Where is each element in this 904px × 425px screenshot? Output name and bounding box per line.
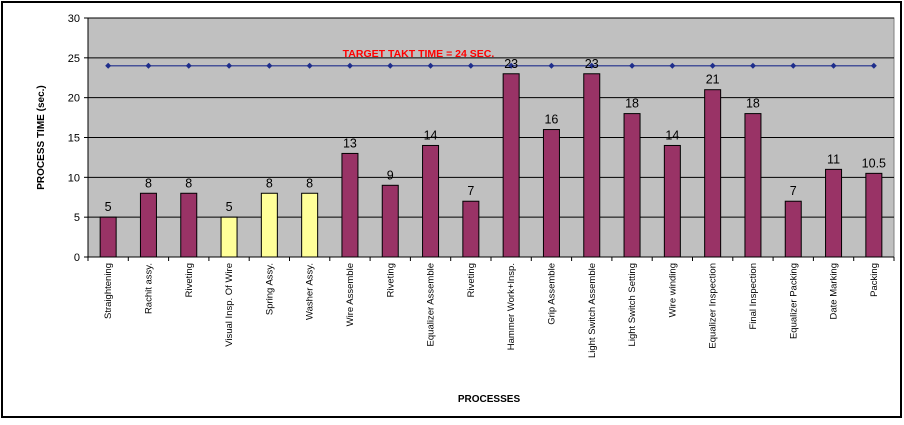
- target-marker: [387, 62, 394, 69]
- target-marker: [346, 62, 353, 69]
- x-tick-label: Spring Assy.: [264, 263, 275, 315]
- x-tick-label: Equalizer Inspection: [708, 263, 719, 349]
- bar: [704, 89, 722, 258]
- target-marker: [548, 62, 555, 69]
- data-labels: 5 8 8 5 8 8 13 9 14 7 23 16 23 18 14 21 18 7 11 10.5: [105, 57, 886, 214]
- x-tick-label: Light Switch Assemble: [587, 263, 598, 358]
- target-marker: [508, 62, 515, 69]
- data-label: 16: [544, 113, 558, 127]
- target-marker: [790, 62, 797, 69]
- data-label: 8: [145, 176, 152, 190]
- data-label: 9: [387, 168, 394, 182]
- y-tick-label: 10: [68, 172, 80, 184]
- x-tick-label: Riveting: [184, 263, 195, 297]
- bar: [139, 192, 157, 258]
- target-marker: [185, 62, 192, 69]
- x-tick-label: Riveting: [385, 263, 396, 297]
- data-label: 5: [226, 200, 233, 214]
- bar: [784, 200, 802, 258]
- x-tick-label: Wire Assemble: [345, 263, 356, 326]
- bar: [220, 216, 238, 258]
- x-tick-label: Rachit assy.: [143, 263, 154, 314]
- y-tick-label: 30: [68, 13, 80, 25]
- bar: [865, 172, 883, 258]
- bar: [623, 113, 641, 258]
- x-axis-label: PROCESSES: [458, 394, 521, 405]
- y-axis-ticks: 0 5 10 15 20 25 30: [68, 13, 89, 264]
- target-marker: [427, 62, 434, 69]
- bar: [381, 184, 399, 258]
- target-marker: [749, 62, 756, 69]
- x-axis-ticks: Straightening Rachit assy. Riveting Visual …: [87, 256, 895, 358]
- bar: [260, 192, 278, 258]
- bar: [422, 144, 440, 258]
- y-tick-label: 0: [74, 252, 80, 264]
- bar: [462, 200, 480, 258]
- x-tick-label: Wire winding: [667, 263, 678, 317]
- bars: [99, 73, 883, 258]
- x-tick-label: Hammer Work+Insp.: [506, 263, 517, 350]
- x-tick-label: Date Marking: [829, 263, 840, 320]
- x-tick-label: Grip Assemble: [546, 263, 557, 325]
- data-label: 18: [625, 97, 639, 111]
- y-tick-label: 20: [68, 93, 80, 105]
- x-tick-label: Final Inspection: [748, 263, 759, 330]
- data-label: 23: [504, 57, 518, 71]
- data-label: 18: [746, 97, 760, 111]
- data-label: 11: [827, 152, 840, 166]
- data-label: 8: [266, 176, 273, 190]
- data-label: 23: [585, 57, 599, 71]
- data-label: 7: [790, 184, 797, 198]
- bar: [542, 129, 560, 258]
- target-marker: [306, 62, 313, 69]
- data-label: 14: [665, 128, 679, 142]
- x-tick-label: Washer Assy.: [305, 263, 316, 320]
- x-tick-label: Equalizer Assemble: [426, 263, 437, 346]
- y-tick-label: 15: [68, 133, 80, 145]
- y-tick-label: 5: [74, 212, 80, 224]
- target-marker: [709, 62, 716, 69]
- target-label: TARGET TAKT TIME = 24 SEC.: [343, 48, 495, 60]
- bar: [341, 152, 359, 258]
- bar: [825, 168, 843, 258]
- data-label: 21: [706, 73, 720, 87]
- x-tick-label: Packing: [869, 263, 880, 297]
- target-marker: [669, 62, 676, 69]
- data-label: 5: [105, 200, 112, 214]
- bar: [99, 216, 117, 258]
- target-marker: [830, 62, 837, 69]
- bar: [301, 192, 319, 258]
- y-tick-label: 25: [68, 53, 80, 65]
- target-marker: [226, 62, 233, 69]
- x-tick-label: Riveting: [466, 263, 477, 297]
- bar: [583, 73, 601, 258]
- x-tick-label: Equalizer Packing: [788, 263, 799, 339]
- target-marker: [467, 62, 474, 69]
- target-marker: [105, 62, 112, 69]
- target-marker: [629, 62, 636, 69]
- bar: [663, 144, 681, 258]
- data-label: 8: [185, 176, 192, 190]
- y-axis-label: PROCESS TIME (sec.): [36, 85, 47, 189]
- bar: [180, 192, 198, 258]
- target-line-group: [105, 62, 877, 69]
- bar: [502, 73, 520, 258]
- data-label: 14: [424, 128, 438, 142]
- target-marker: [145, 62, 152, 69]
- x-tick-label: Straightening: [103, 263, 114, 319]
- target-marker: [266, 62, 273, 69]
- x-tick-label: Visual Insp. Of Wire: [224, 263, 235, 347]
- target-marker: [870, 62, 877, 69]
- data-label: 8: [306, 176, 313, 190]
- target-marker: [588, 62, 595, 69]
- bar: [744, 113, 762, 258]
- x-tick-label: Light Switch Setting: [627, 263, 638, 346]
- data-label: 13: [343, 136, 357, 150]
- data-label: 10.5: [862, 156, 886, 170]
- data-label: 7: [467, 184, 474, 198]
